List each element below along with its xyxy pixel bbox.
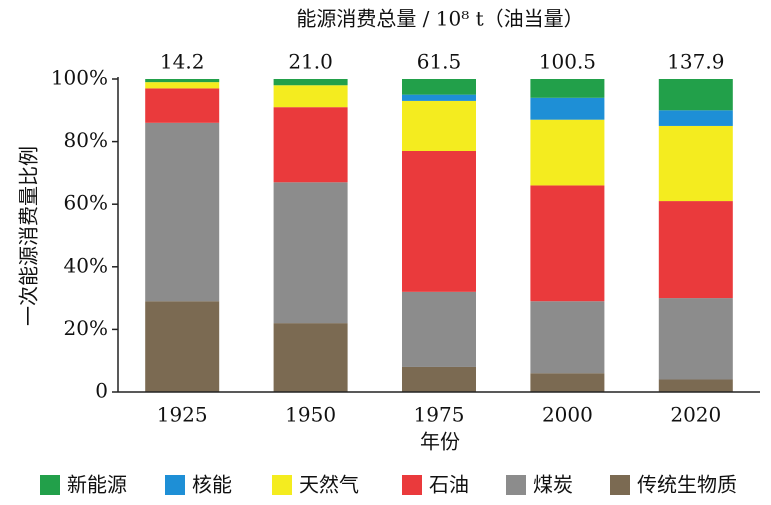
bar-segment (530, 97, 605, 120)
bar-segment (402, 291, 476, 367)
legend-swatch (506, 475, 526, 495)
x-axis-label: 年份 (420, 430, 460, 454)
legend-swatch (40, 475, 60, 495)
y-tick-label: 0 (95, 379, 108, 403)
bar-segment (145, 79, 220, 83)
bar-segment (658, 201, 733, 299)
bar-segment (658, 110, 733, 126)
legend-swatch (272, 475, 292, 495)
bar-segment (402, 94, 476, 101)
bar-segment (145, 82, 220, 89)
bar-segment (658, 379, 733, 392)
y-tick-label: 100% (51, 66, 108, 90)
x-tick-label: 2000 (542, 403, 593, 427)
total-label: 61.5 (417, 50, 462, 74)
legend-swatch (402, 475, 422, 495)
bar-segment (273, 107, 348, 183)
bar-segment (530, 185, 605, 302)
y-tick-label: 80% (64, 128, 108, 152)
bar-segment (273, 79, 348, 86)
y-tick-label: 40% (64, 253, 108, 277)
bar-segment (273, 85, 348, 108)
total-label: 14.2 (160, 50, 205, 74)
chart-title: 能源消费总量 / 10⁸ t（油当量） (296, 7, 583, 31)
legend-label: 核能 (192, 473, 232, 497)
legend-label: 石油 (429, 473, 469, 497)
total-label: 137.9 (667, 50, 724, 74)
y-tick-label: 60% (64, 191, 108, 215)
bar-segment (530, 79, 605, 98)
y-axis-label: 一次能源消费量比例 (17, 146, 41, 326)
x-tick-label: 2020 (670, 403, 721, 427)
legend-label: 新能源 (67, 473, 127, 497)
bar-segment (402, 150, 476, 292)
legend-swatch (165, 475, 185, 495)
bar-segment (530, 119, 605, 186)
legend-label: 传统生物质 (637, 473, 737, 497)
legend-swatch (610, 475, 630, 495)
bar-segment (658, 125, 733, 202)
bar-segment (658, 298, 733, 380)
legend-label: 天然气 (299, 473, 359, 497)
bar-segment (530, 301, 605, 374)
bar-segment (530, 373, 605, 392)
bar-segment (145, 301, 220, 392)
bar-segment (273, 182, 348, 324)
bar-segment (402, 79, 476, 95)
bar-segment (402, 100, 476, 151)
x-tick-label: 1925 (157, 403, 208, 427)
y-tick-label: 20% (64, 316, 108, 340)
total-label: 21.0 (288, 50, 333, 74)
x-tick-label: 1975 (414, 403, 465, 427)
bar-segment (402, 366, 476, 392)
x-tick-label: 1950 (285, 403, 336, 427)
total-label: 100.5 (539, 50, 596, 74)
legend-label: 煤炭 (533, 473, 573, 497)
bar-segment (145, 88, 220, 123)
bar-segment (145, 122, 220, 302)
bar-segment (658, 79, 733, 111)
bar-segment (273, 323, 348, 392)
